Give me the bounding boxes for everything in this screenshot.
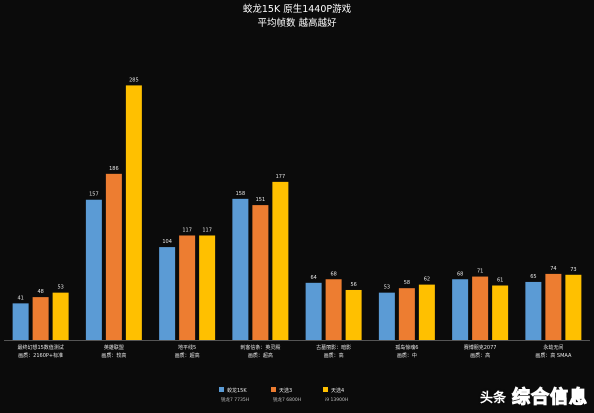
x-tick-label: 英雄联盟画质：较高	[101, 344, 126, 359]
bar-2-7	[472, 276, 489, 340]
x-tick-label: 孤岛惊魂6 画质：中	[395, 344, 418, 359]
data-label: 56	[350, 282, 356, 288]
watermark: 头条 综合信息	[480, 383, 588, 409]
bar-2-2	[105, 173, 122, 340]
bar-3-7	[492, 285, 509, 340]
data-label: 117	[202, 227, 212, 233]
data-label: 74	[550, 266, 556, 272]
bar-1-3	[159, 247, 176, 340]
legend-entry: 天选3	[279, 387, 292, 394]
data-label: 73	[570, 267, 576, 273]
legend-spec: 锐龙7 7735H	[221, 396, 249, 403]
data-label: 68	[330, 271, 336, 277]
data-label: 53	[384, 285, 390, 291]
bar-2-4	[252, 205, 269, 340]
x-tick-label: 地平线5 画质：超高	[175, 344, 200, 359]
legend-spec: i9 13900H	[325, 397, 348, 403]
bar-3-4	[272, 181, 289, 340]
data-label: 61	[497, 278, 503, 284]
data-label: 48	[37, 289, 43, 295]
bar-2-3	[179, 235, 196, 340]
watermark-prefix: 头条	[479, 390, 506, 406]
bar-1-5	[305, 282, 322, 340]
bar-1-8	[525, 281, 542, 340]
x-tick-label: 古墓丽影：暗影画质：高	[316, 344, 351, 359]
chart-title-block: 蛟龙15K 原生1440P游戏 平均帧数 越高越好	[0, 0, 594, 36]
legend-entry: 天选4	[331, 387, 344, 394]
data-label: 151	[256, 197, 266, 203]
bar-3-5	[345, 289, 362, 340]
bar-1-2	[85, 199, 102, 340]
bar-3-3	[199, 235, 216, 340]
data-label: 65	[530, 274, 536, 280]
watermark-brand: 综合信息	[512, 387, 588, 409]
bar-1-6	[378, 292, 395, 340]
x-tick-label: 刺客信条：英灵殿画质：超高	[240, 344, 280, 359]
bar-2-5	[325, 279, 342, 340]
legend-entry: 蛟龙15K	[227, 387, 247, 394]
data-label: 104	[162, 239, 172, 245]
bar-1-4	[232, 198, 249, 340]
data-label: 158	[236, 191, 246, 197]
x-tick-label: 赛博朋克2077 画质：高	[464, 344, 497, 359]
legend-swatch	[323, 387, 328, 392]
bar-3-8	[565, 274, 582, 340]
data-label: 41	[17, 295, 23, 301]
data-label: 53	[57, 285, 63, 291]
data-label: 157	[89, 192, 99, 198]
bar-3-1	[52, 292, 69, 340]
bar-2-1	[32, 297, 49, 340]
bar-3-2	[125, 85, 142, 341]
data-label: 62	[424, 277, 430, 283]
data-label: 186	[109, 166, 119, 172]
x-tick-label: 最终幻想15数值测试画质：2160P+标准	[17, 344, 63, 359]
data-label: 71	[477, 269, 483, 275]
bar-2-6	[398, 288, 415, 340]
data-label: 64	[310, 275, 316, 281]
chart-subtitle: 平均帧数 越高越好	[257, 18, 337, 29]
data-label: 68	[457, 271, 463, 277]
data-label: 58	[404, 280, 410, 286]
legend-swatch	[271, 387, 276, 392]
data-label: 117	[182, 227, 192, 233]
bar-1-1	[12, 303, 29, 340]
data-label: 285	[129, 77, 139, 83]
bar-2-8	[545, 273, 562, 340]
x-tick-label: 永劫无间画质：高 SMAA	[535, 344, 572, 359]
bar-1-7	[452, 279, 469, 340]
bar-3-6	[418, 284, 435, 340]
data-label: 177	[276, 174, 286, 180]
legend-swatch	[219, 387, 224, 392]
legend-spec: 锐龙7 6800H	[273, 396, 301, 403]
chart-title: 蛟龙15K 原生1440P游戏	[242, 4, 352, 15]
